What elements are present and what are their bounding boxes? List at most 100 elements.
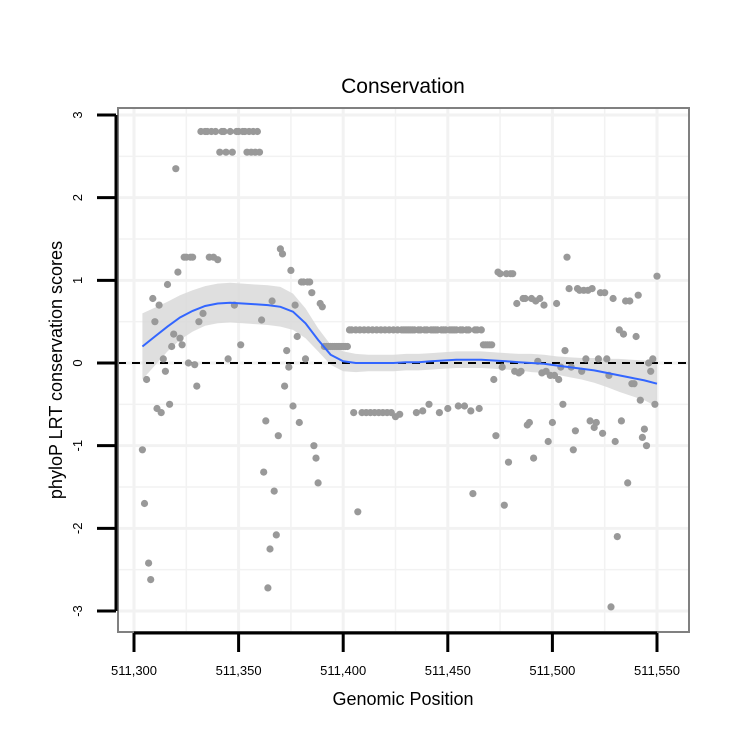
data-point xyxy=(281,382,289,390)
y-axis-label: phyloP LRT conservation scores xyxy=(46,241,66,499)
confidence-band-layer xyxy=(142,282,657,407)
data-point xyxy=(314,479,322,487)
data-point xyxy=(147,576,155,584)
data-point xyxy=(140,499,149,508)
data-point xyxy=(293,332,301,341)
data-point xyxy=(619,330,628,338)
data-point xyxy=(500,501,508,509)
data-point xyxy=(498,363,506,371)
x-tick-label: 511,500 xyxy=(529,663,575,678)
data-point xyxy=(312,454,320,462)
data-point xyxy=(454,402,462,410)
confidence-band xyxy=(142,282,657,407)
data-point xyxy=(354,508,362,516)
data-point xyxy=(517,367,525,375)
data-point xyxy=(170,330,178,338)
data-point xyxy=(609,294,617,303)
data-point xyxy=(262,417,270,425)
data-point xyxy=(396,410,404,418)
data-point xyxy=(174,268,182,276)
data-point xyxy=(504,458,513,466)
y-tick-label: -1 xyxy=(70,440,85,452)
data-point xyxy=(563,253,571,261)
data-point xyxy=(216,148,224,156)
data-point xyxy=(306,278,314,286)
data-point xyxy=(199,309,207,317)
data-point xyxy=(308,289,316,297)
data-point xyxy=(412,409,420,417)
data-point xyxy=(634,291,642,299)
data-point xyxy=(143,375,151,384)
data-point xyxy=(268,297,276,305)
data-point xyxy=(559,400,567,408)
data-point xyxy=(258,316,266,324)
data-point xyxy=(228,148,236,156)
data-point xyxy=(469,490,477,498)
y-tick-label: 1 xyxy=(70,277,85,284)
x-tick-label: 511,450 xyxy=(425,663,471,678)
data-point xyxy=(255,148,264,156)
data-point xyxy=(513,299,521,308)
data-point xyxy=(318,303,326,311)
data-point xyxy=(490,375,498,384)
data-point xyxy=(272,531,280,539)
data-point xyxy=(195,318,203,326)
data-point xyxy=(460,402,469,410)
data-point xyxy=(492,432,500,440)
smooth-layer xyxy=(141,301,658,385)
data-point xyxy=(640,425,649,433)
data-point xyxy=(435,409,443,417)
data-point xyxy=(157,409,165,417)
y-axis: 3 2 1 0 -1 -2 -3 xyxy=(70,111,118,617)
data-point xyxy=(475,404,483,413)
x-tick-label: 511,300 xyxy=(111,663,157,678)
y-tick-label: 0 xyxy=(70,359,85,366)
data-point xyxy=(444,404,452,413)
data-point xyxy=(172,165,180,173)
x-tick-label: 511,350 xyxy=(216,663,262,678)
data-point xyxy=(509,270,517,278)
data-point xyxy=(565,285,573,293)
y-tick-label: -3 xyxy=(70,605,85,617)
data-point xyxy=(467,407,475,415)
data-point xyxy=(226,127,234,136)
data-point xyxy=(176,334,184,342)
data-point xyxy=(145,559,153,567)
data-point xyxy=(350,409,358,417)
data-points xyxy=(138,127,661,611)
data-point xyxy=(184,359,192,367)
data-point xyxy=(588,285,596,293)
data-point xyxy=(168,342,176,351)
data-point xyxy=(548,418,557,427)
data-point xyxy=(630,380,638,388)
data-point xyxy=(166,400,174,408)
data-point xyxy=(540,301,548,309)
data-point xyxy=(571,427,580,435)
data-point xyxy=(477,326,485,334)
data-point xyxy=(237,341,245,349)
data-point xyxy=(626,297,634,305)
data-point xyxy=(264,584,272,592)
data-point xyxy=(149,294,157,303)
data-point xyxy=(220,127,228,136)
data-point xyxy=(530,454,538,462)
x-axis-label: Genomic Position xyxy=(332,689,473,709)
data-point xyxy=(163,280,172,289)
smooth-line xyxy=(141,301,658,385)
data-point xyxy=(553,299,561,308)
data-point xyxy=(647,367,655,375)
data-point xyxy=(278,250,287,258)
data-point xyxy=(586,417,594,425)
data-point xyxy=(569,446,577,454)
data-point xyxy=(222,148,230,156)
data-point xyxy=(536,294,544,303)
data-point xyxy=(611,437,619,446)
data-point xyxy=(287,266,295,274)
data-point xyxy=(465,326,473,334)
data-point xyxy=(582,355,590,363)
data-point xyxy=(636,396,644,404)
data-point xyxy=(544,437,552,446)
data-point xyxy=(525,418,534,427)
data-point xyxy=(224,355,232,363)
data-point xyxy=(310,442,318,450)
